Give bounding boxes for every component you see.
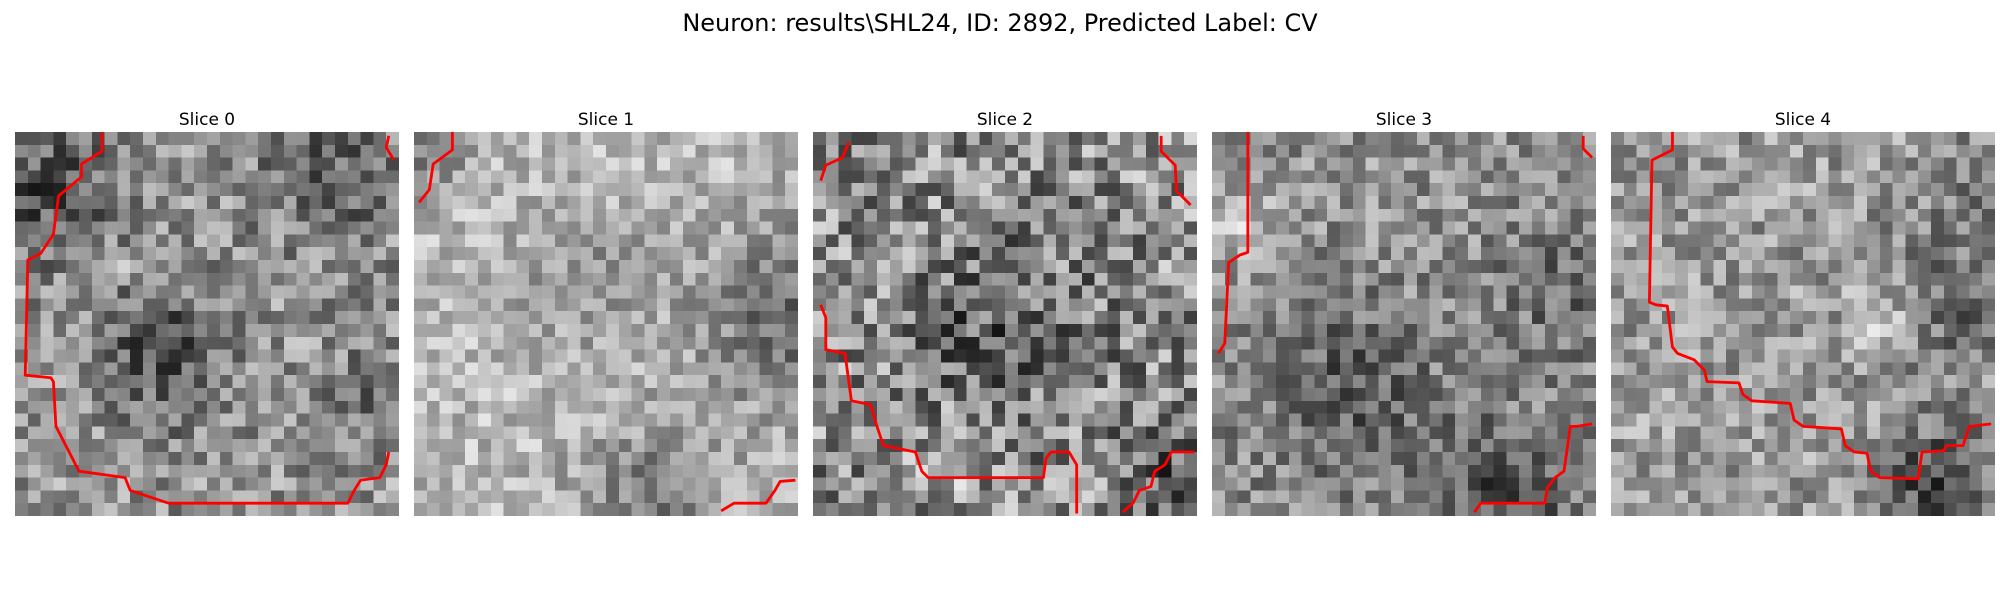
contour-line	[1473, 422, 1593, 513]
contour-line	[418, 132, 454, 204]
slice-title: Slice 4	[1774, 110, 1832, 130]
contour-line	[1581, 135, 1594, 159]
contour-line	[1647, 132, 1992, 481]
pixel-grid	[1212, 132, 1596, 516]
pixel-grid	[414, 132, 798, 516]
contour-line	[720, 478, 796, 513]
contour-line	[819, 304, 1079, 514]
slice-panel-0: Slice 0	[15, 108, 399, 516]
slice-panel-2: Slice 2	[813, 108, 1197, 516]
figure-title: Neuron: results\SHL24, ID: 2892, Predict…	[682, 9, 1318, 37]
slice-panel-3: Slice 3	[1212, 108, 1596, 516]
contour-line	[1217, 132, 1250, 355]
slice-title: Slice 2	[976, 110, 1034, 130]
pixel-grid	[813, 132, 1197, 516]
slice-panel-4: Slice 4	[1611, 108, 1995, 516]
contour-line	[819, 141, 851, 182]
slice-image-1	[414, 132, 798, 516]
slice-image-2	[813, 132, 1197, 516]
slice-title: Slice 1	[577, 110, 635, 130]
slice-title: Slice 3	[1375, 110, 1433, 130]
pixel-grid	[15, 132, 399, 516]
contour-line	[1159, 135, 1192, 206]
slice-image-3	[1212, 132, 1596, 516]
contour-line	[1121, 450, 1195, 514]
slice-image-0	[15, 132, 399, 516]
slice-title: Slice 0	[178, 110, 236, 130]
pixel-grid	[1611, 132, 1995, 516]
contour-line	[384, 135, 396, 161]
slice-panel-1: Slice 1	[414, 108, 798, 516]
slice-image-4	[1611, 132, 1995, 516]
contour-line	[23, 132, 391, 505]
